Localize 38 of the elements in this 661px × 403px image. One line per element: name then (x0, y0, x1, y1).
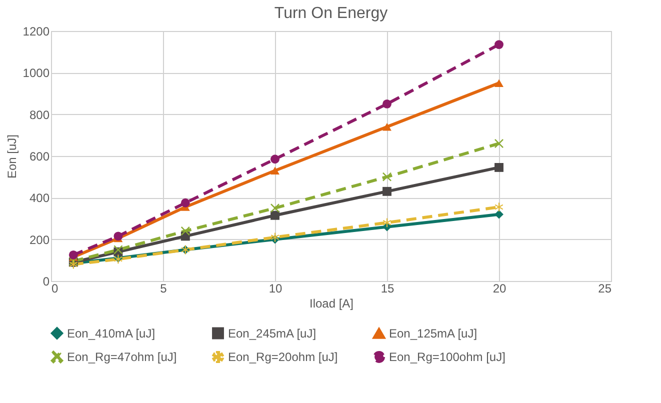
chart-title: Turn On Energy (274, 5, 388, 22)
point (382, 186, 392, 196)
legend-label: Eon_Rg=100ohm [uJ] (389, 350, 506, 364)
point (494, 162, 504, 172)
y-tick-label: 400 (29, 191, 50, 206)
x-tick-label: 10 (268, 282, 282, 296)
legend-label: Eon_125mA [uJ] (389, 326, 478, 341)
point (382, 122, 392, 131)
x-tick-label: 25 (598, 282, 612, 296)
y-tick-label: 800 (29, 108, 50, 122)
point (494, 79, 504, 87)
y-tick-label: 200 (29, 232, 50, 247)
point (382, 218, 392, 228)
point (494, 40, 504, 50)
point (114, 232, 123, 241)
point (494, 202, 504, 212)
point (180, 198, 190, 208)
point (270, 210, 280, 220)
x-tick-label: 5 (160, 282, 168, 296)
y-tick-label: 1000 (22, 66, 50, 80)
x-axis-title: Iload [A] (309, 296, 354, 310)
point (382, 99, 392, 108)
y-axis-title: Eon [uJ] (4, 134, 19, 179)
point (494, 210, 504, 219)
point (68, 250, 78, 260)
x-tick-label: 0 (52, 282, 58, 296)
point (270, 154, 280, 164)
y-tick-label: 1200 (22, 24, 50, 38)
x-tick-label: 15 (380, 282, 394, 296)
point (180, 226, 190, 236)
legend-label: Eon_410mA [uJ] (67, 326, 156, 340)
legend-label: Eon_Rg=20ohm [uJ] (228, 350, 338, 364)
point (382, 172, 392, 182)
legend-label: Eon_Rg=47ohm [uJ] (67, 350, 177, 364)
x-tick-label: 20 (492, 282, 506, 296)
y-tick-label: 600 (29, 150, 50, 164)
point (270, 166, 280, 174)
legend-label: Eon_245mA [uJ] (228, 326, 316, 340)
